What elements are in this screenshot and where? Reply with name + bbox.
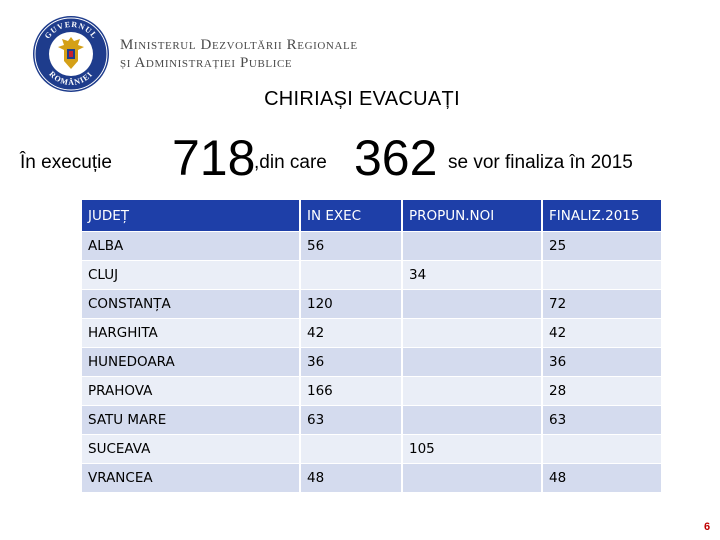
summary-prefix: În execuție <box>20 152 112 173</box>
cell-propun-noi <box>402 347 543 377</box>
cell-judet: HARGHITA <box>82 318 301 348</box>
cell-in-exec: 120 <box>300 289 403 319</box>
ministry-name-line2: și Administrației Publice <box>120 55 293 71</box>
cell-in-exec <box>300 260 403 290</box>
summary-suffix: se vor finaliza în 2015 <box>448 152 633 173</box>
cell-judet: VRANCEA <box>82 463 301 492</box>
ministry-name: Ministerul Dezvoltării Regionale și Admi… <box>120 36 358 72</box>
cell-judet: CONSTANȚA <box>82 289 301 319</box>
cell-finaliz: 72 <box>542 289 663 319</box>
table-row: CONSTANȚA 120 72 <box>82 289 663 319</box>
summary-count-to-finalize: 362 <box>354 130 438 186</box>
cell-propun-noi <box>402 318 543 348</box>
cell-finaliz <box>542 434 663 464</box>
cell-finaliz: 48 <box>542 463 663 492</box>
cell-judet: ALBA <box>82 231 301 261</box>
summary-middle: ,din care <box>254 152 327 173</box>
cell-judet: SATU MARE <box>82 405 301 435</box>
column-header-in-exec: IN EXEC <box>300 200 403 232</box>
table-row: SUCEAVA 105 <box>82 434 663 464</box>
table-row: ALBA 56 25 <box>82 231 663 261</box>
cell-in-exec: 166 <box>300 376 403 406</box>
cell-combined-value: 105 <box>402 434 543 464</box>
cell-in-exec: 48 <box>300 463 403 492</box>
government-seal-logo: GUVERNUL ROMÂNIEI <box>33 16 109 92</box>
ministry-name-line1: Ministerul Dezvoltării Regionale <box>120 37 358 53</box>
cell-combined-value: 34 <box>402 260 543 290</box>
cell-finaliz: 42 <box>542 318 663 348</box>
table-row: SATU MARE 63 63 <box>82 405 663 435</box>
cell-judet: CLUJ <box>82 260 301 290</box>
page-number: 6 <box>704 521 711 533</box>
cell-propun-noi <box>402 231 543 261</box>
cell-judet: HUNEDOARA <box>82 347 301 377</box>
evicted-tenants-table: JUDEȚ IN EXEC PROPUN.NOI FINALIZ.2015 AL… <box>82 200 663 492</box>
cell-in-exec: 36 <box>300 347 403 377</box>
page-title: CHIRIAȘI EVACUAȚI <box>264 88 460 110</box>
cell-judet: PRAHOVA <box>82 376 301 406</box>
table-row: CLUJ 34 <box>82 260 663 290</box>
table-row: HUNEDOARA 36 36 <box>82 347 663 377</box>
cell-in-exec: 42 <box>300 318 403 348</box>
cell-finaliz: 63 <box>542 405 663 435</box>
cell-finaliz <box>542 260 663 290</box>
cell-finaliz: 25 <box>542 231 663 261</box>
summary-count-in-execution: 718 <box>172 130 256 186</box>
cell-propun-noi <box>402 376 543 406</box>
cell-propun-noi <box>402 289 543 319</box>
cell-finaliz: 28 <box>542 376 663 406</box>
table-row: PRAHOVA 166 28 <box>82 376 663 406</box>
cell-finaliz: 36 <box>542 347 663 377</box>
cell-propun-noi <box>402 463 543 492</box>
column-header-finaliz-2015: FINALIZ.2015 <box>542 200 663 232</box>
cell-in-exec <box>300 434 403 464</box>
table-row: HARGHITA 42 42 <box>82 318 663 348</box>
column-header-propun-noi: PROPUN.NOI <box>402 200 543 232</box>
cell-in-exec: 56 <box>300 231 403 261</box>
table-row: VRANCEA 48 48 <box>82 463 663 492</box>
cell-in-exec: 63 <box>300 405 403 435</box>
table-header-row: JUDEȚ IN EXEC PROPUN.NOI FINALIZ.2015 <box>82 200 663 232</box>
column-header-judet: JUDEȚ <box>82 200 301 232</box>
cell-judet: SUCEAVA <box>82 434 301 464</box>
cell-propun-noi <box>402 405 543 435</box>
